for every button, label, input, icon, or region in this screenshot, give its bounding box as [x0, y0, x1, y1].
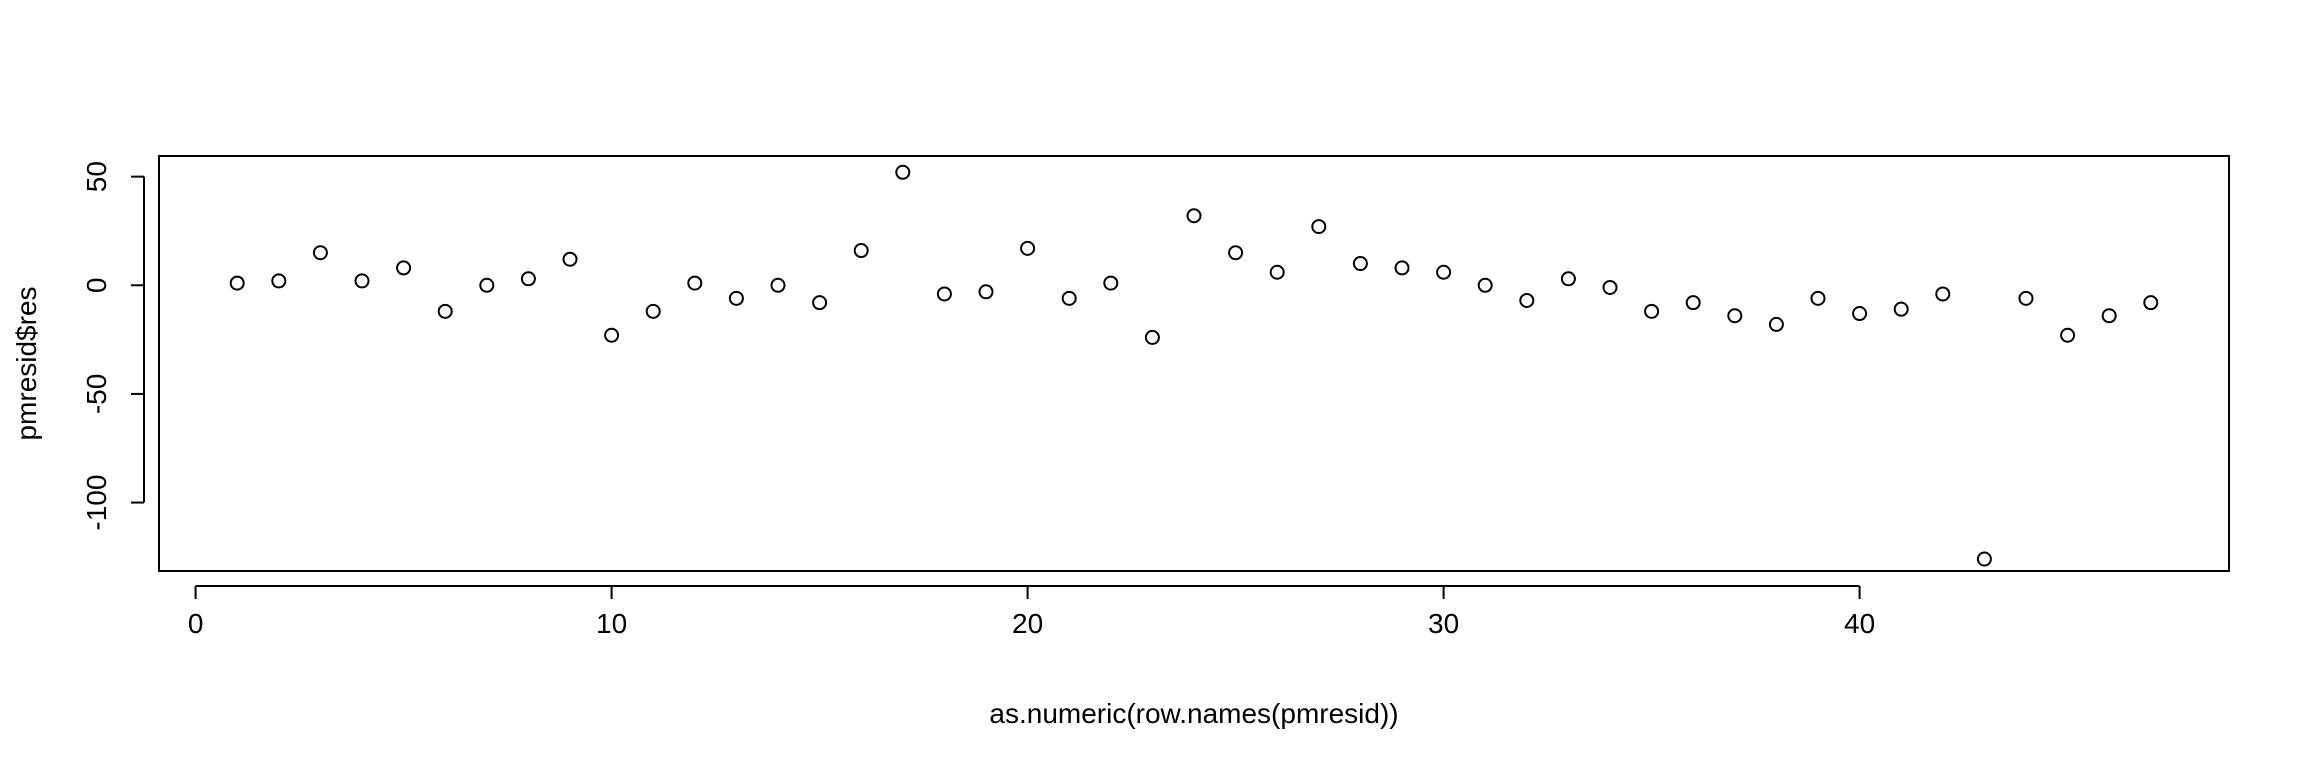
x-axis-label: as.numeric(row.names(pmresid)): [989, 698, 1398, 729]
data-point: [1602, 279, 1618, 295]
data-point: [271, 273, 287, 289]
data-point: [1269, 264, 1285, 280]
data-point: [1727, 308, 1743, 324]
x-tick-label: 20: [1012, 608, 1043, 639]
data-point: [895, 164, 911, 180]
data-point: [1852, 306, 1868, 322]
x-axis: 0 10 20 30 40: [188, 585, 1875, 639]
data-point: [1477, 277, 1493, 293]
y-tick-label: 50: [81, 161, 112, 192]
data-point: [1061, 290, 1077, 306]
data-point: [520, 271, 536, 287]
data-point: [1685, 295, 1701, 311]
data-point: [853, 243, 869, 259]
x-tick-label: 40: [1844, 608, 1875, 639]
data-point: [604, 327, 620, 343]
data-point: [1186, 208, 1202, 224]
x-tick-label: 30: [1428, 608, 1459, 639]
data-point: [978, 284, 994, 300]
data-point: [1394, 260, 1410, 276]
data-point: [396, 260, 412, 276]
plot-frame: [158, 155, 2230, 572]
data-point: [1519, 292, 1535, 308]
data-point: [1103, 275, 1119, 291]
y-tick-label: 0: [81, 277, 112, 293]
data-point: [1436, 264, 1452, 280]
data-point: [936, 286, 952, 302]
x-tick-label: 10: [596, 608, 627, 639]
y-tick-label: -100: [81, 475, 112, 531]
data-point: [812, 295, 828, 311]
data-point: [2143, 295, 2159, 311]
data-point: [1020, 240, 1036, 256]
data-point: [645, 303, 661, 319]
data-point: [1935, 286, 1951, 302]
data-point: [728, 290, 744, 306]
data-point: [770, 277, 786, 293]
data-points: [229, 164, 2159, 567]
y-tick-label: -50: [81, 374, 112, 414]
data-point: [1893, 301, 1909, 317]
y-axis: 50 0 -50 -100: [81, 161, 145, 531]
data-point: [2060, 327, 2076, 343]
data-point: [1644, 303, 1660, 319]
data-point: [229, 275, 245, 291]
x-tick-label: 0: [188, 608, 204, 639]
data-point: [2018, 290, 2034, 306]
data-point: [312, 245, 328, 261]
data-point: [479, 277, 495, 293]
data-point: [1810, 290, 1826, 306]
data-point: [1228, 245, 1244, 261]
data-point: [562, 251, 578, 267]
data-point: [1352, 256, 1368, 272]
y-axis-label: pmresid$res: [11, 286, 42, 440]
data-point: [2101, 308, 2117, 324]
data-point: [354, 273, 370, 289]
data-point: [1560, 271, 1576, 287]
data-point: [1144, 329, 1160, 345]
data-point: [1311, 219, 1327, 235]
data-point: [437, 303, 453, 319]
data-point: [1976, 551, 1992, 567]
data-point: [687, 275, 703, 291]
data-point: [1768, 316, 1784, 332]
